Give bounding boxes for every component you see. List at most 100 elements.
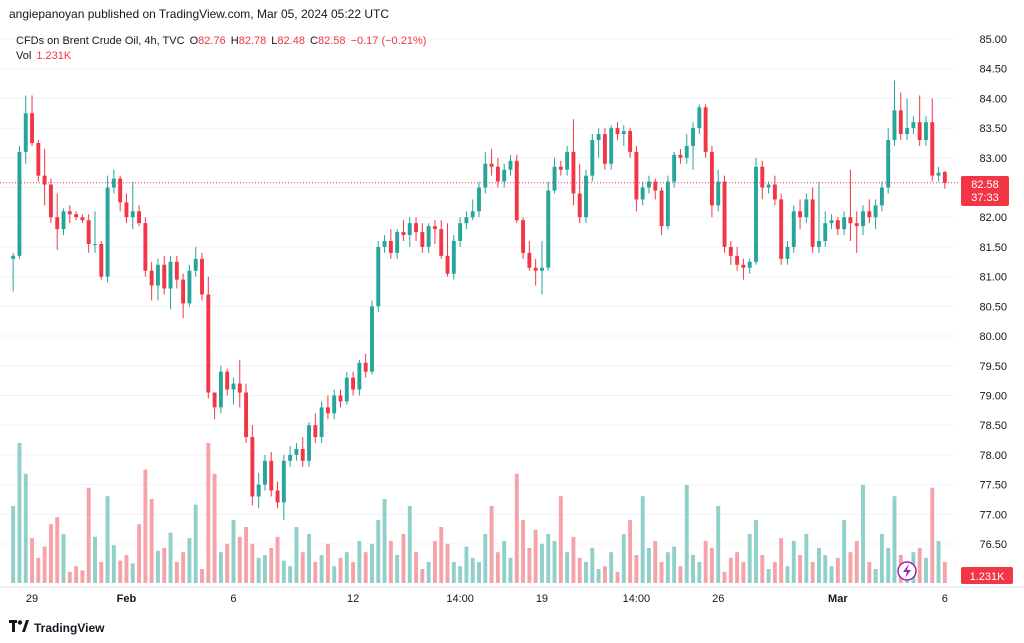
volume-bar xyxy=(552,541,557,583)
volume-bar xyxy=(168,532,173,583)
candle-body xyxy=(924,122,928,140)
candle-body xyxy=(602,134,607,164)
candle-body xyxy=(703,107,708,152)
price-tick: 77.00 xyxy=(979,509,1007,521)
volume-bar xyxy=(621,534,626,583)
candle-body xyxy=(514,160,519,221)
volume-bar xyxy=(155,550,160,583)
candle-body xyxy=(772,184,777,200)
candle-body xyxy=(23,113,28,152)
candle-body xyxy=(155,264,160,286)
volume-bar xyxy=(231,520,236,583)
volume-bar xyxy=(218,552,223,583)
volume-bar xyxy=(67,571,72,583)
candle-body xyxy=(395,232,400,253)
volume-bar xyxy=(130,563,135,583)
candle-body xyxy=(288,454,293,461)
volume-bar xyxy=(804,534,809,583)
volume-bar xyxy=(785,566,790,583)
candle-body xyxy=(420,232,425,247)
volume-bar xyxy=(458,566,463,583)
candle-body xyxy=(540,267,544,271)
volume-bar xyxy=(936,541,941,583)
price-tick: 78.50 xyxy=(979,420,1007,432)
candle-body xyxy=(596,134,601,140)
volume-bar xyxy=(615,571,620,583)
candle-body xyxy=(571,151,576,194)
volume-bar xyxy=(237,536,242,583)
volume-bar xyxy=(602,566,607,583)
volume-bar xyxy=(754,520,758,583)
candle-body xyxy=(351,377,356,390)
candle-body xyxy=(697,107,702,129)
volume-bar xyxy=(489,506,494,583)
volume-bar xyxy=(187,538,192,583)
candle-body xyxy=(886,140,891,188)
price-tick: 80.50 xyxy=(979,301,1007,313)
volume-bar xyxy=(546,534,551,583)
volume-bar xyxy=(861,485,865,583)
volume-bar xyxy=(193,504,198,583)
time-axis[interactable]: 29 Feb 6 12 14:00 19 14:00 26 Mar 6 xyxy=(26,593,948,605)
last-price-countdown: 37:33 xyxy=(971,192,999,204)
volume-bar xyxy=(571,536,576,583)
volume-bar xyxy=(212,473,217,583)
volume-bar xyxy=(281,560,286,583)
candlestick-chart[interactable]: 85.0084.5084.0083.5083.0082.5082.0081.50… xyxy=(0,24,1024,614)
candle-body xyxy=(892,110,897,140)
candle-body xyxy=(206,294,211,393)
volume-bar xyxy=(332,566,337,583)
volume-bar xyxy=(244,527,249,583)
volume-bar xyxy=(181,552,186,583)
candle-body xyxy=(193,258,198,271)
price-tick: 84.00 xyxy=(979,93,1007,105)
candle-body xyxy=(911,122,916,129)
candle-body xyxy=(728,246,733,256)
candle-body xyxy=(867,211,872,218)
candle-body xyxy=(861,211,865,227)
candle-body xyxy=(527,252,532,268)
candle-body xyxy=(621,131,626,135)
candle-body xyxy=(212,392,217,408)
candle-body xyxy=(344,377,349,402)
volume-bar xyxy=(174,562,179,583)
lightning-icon[interactable] xyxy=(897,561,917,581)
candle-body xyxy=(74,214,79,218)
ohlc-row: CFDs on Brent Crude Oil, 4h, TVC O82.76 … xyxy=(16,34,426,49)
volume-bar xyxy=(892,496,897,583)
volume-bar xyxy=(917,548,922,583)
volume-bar xyxy=(540,543,544,583)
time-tick: Mar xyxy=(828,593,848,605)
candle-body xyxy=(93,243,97,245)
close-label: C xyxy=(310,35,318,47)
volume-bar xyxy=(137,524,142,583)
candle-body xyxy=(470,211,475,218)
candle-body xyxy=(451,241,456,274)
candle-body xyxy=(873,205,878,218)
candles xyxy=(11,80,947,521)
volume-bar xyxy=(376,520,381,583)
volume-bar xyxy=(451,562,456,583)
candle-body xyxy=(823,223,828,241)
volume-bar xyxy=(401,534,406,583)
footer-brand-label: TradingView xyxy=(34,620,105,635)
volume-bar xyxy=(879,534,884,583)
volume-bar xyxy=(23,473,28,583)
volume-bar xyxy=(288,566,293,583)
volume-bar xyxy=(829,566,834,583)
candle-body xyxy=(691,128,695,146)
candle-body xyxy=(754,166,758,262)
price-tick: 84.50 xyxy=(979,64,1007,76)
price-tick: 77.50 xyxy=(979,480,1007,492)
candle-body xyxy=(382,241,387,247)
candle-body xyxy=(48,184,53,218)
volume-bar xyxy=(445,543,450,583)
footer-brand[interactable]: TradingView xyxy=(9,620,104,635)
candle-body xyxy=(181,279,186,304)
volume-bar xyxy=(816,548,821,583)
candle-body xyxy=(376,246,381,307)
volume-bar xyxy=(256,557,261,583)
time-tick: 19 xyxy=(536,593,548,605)
price-axis[interactable]: 85.0084.5084.0083.5083.0082.5082.0081.50… xyxy=(979,34,1007,551)
candle-body xyxy=(709,151,714,206)
